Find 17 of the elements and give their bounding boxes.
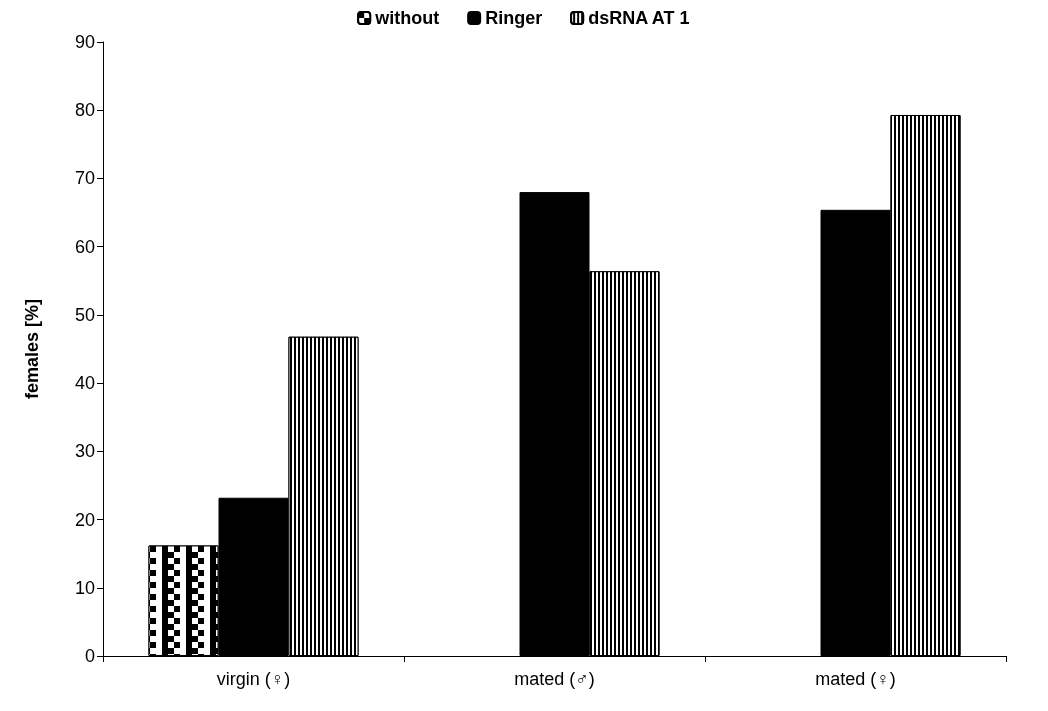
x-tick-label: virgin (♀) <box>216 669 291 689</box>
y-tick-label: 30 <box>74 441 95 462</box>
y-tick-label: 0 <box>84 646 95 666</box>
legend-label: without <box>374 8 440 28</box>
y-tick-label: 60 <box>74 236 95 257</box>
y-tick-label: 40 <box>74 373 95 394</box>
y-axis-title: females [%] <box>22 298 42 400</box>
legend-label: Ringer <box>485 8 543 28</box>
y-tick-label: 90 <box>74 32 95 52</box>
y-tick-label: 70 <box>74 168 95 189</box>
legend-label: dsRNA AT 1 <box>588 8 690 28</box>
x-tick-label: mated (♀) <box>815 669 896 689</box>
y-tick-label: 10 <box>74 577 95 598</box>
y-tick-label: 80 <box>74 100 95 121</box>
y-tick-label: 20 <box>74 509 95 530</box>
y-tick-label: 50 <box>74 304 95 325</box>
x-tick-label: mated (♂) <box>514 669 595 689</box>
